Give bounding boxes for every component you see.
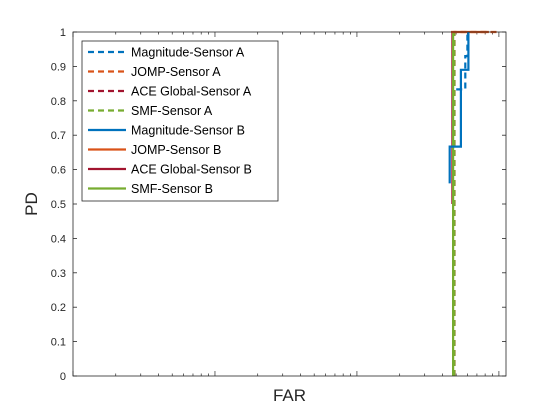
y-tick-label: 0.6 [51, 165, 66, 177]
axis-ticks: 0 0.1 0.2 0.3 0.4 0.5 0.6 0.7 0.8 0.9 1 [51, 27, 506, 383]
legend-box [81, 40, 279, 202]
y-tick-label: 0.7 [51, 130, 66, 142]
legend-entry-label: ACE Global-Sensor A [131, 85, 252, 99]
y-tick-label: 0.3 [51, 268, 66, 280]
y-tick-label: 0.2 [51, 302, 66, 314]
legend-entry-label: JOMP-Sensor B [131, 143, 221, 157]
legend-entry-label: SMF-Sensor B [131, 182, 213, 196]
y-tick-label: 0.5 [51, 199, 66, 211]
y-tick-label: 0 [60, 371, 66, 383]
legend-entry-label: ACE Global-Sensor B [131, 163, 252, 177]
legend-entry-label: SMF-Sensor A [131, 104, 213, 118]
y-tick-label: 1 [60, 27, 66, 39]
x-axis-label: FAR [273, 386, 306, 405]
axes-box [72, 31, 507, 377]
series-line-magnitude-sensor-b [448, 32, 470, 184]
y-tick-label: 0.8 [51, 96, 66, 108]
legend-entry-label: JOMP-Sensor A [131, 65, 221, 79]
y-tick-label: 0.4 [51, 233, 66, 245]
y-axis-label: PD [22, 192, 41, 216]
legend: Magnitude-Sensor A JOMP-Sensor A ACE Globa… [81, 40, 279, 202]
legend-entry-label: Magnitude-Sensor B [131, 124, 245, 138]
legend-entry-label: Magnitude-Sensor A [131, 46, 245, 60]
y-tick-label: 0.1 [51, 337, 66, 349]
y-tick-label: 0.9 [51, 61, 66, 73]
